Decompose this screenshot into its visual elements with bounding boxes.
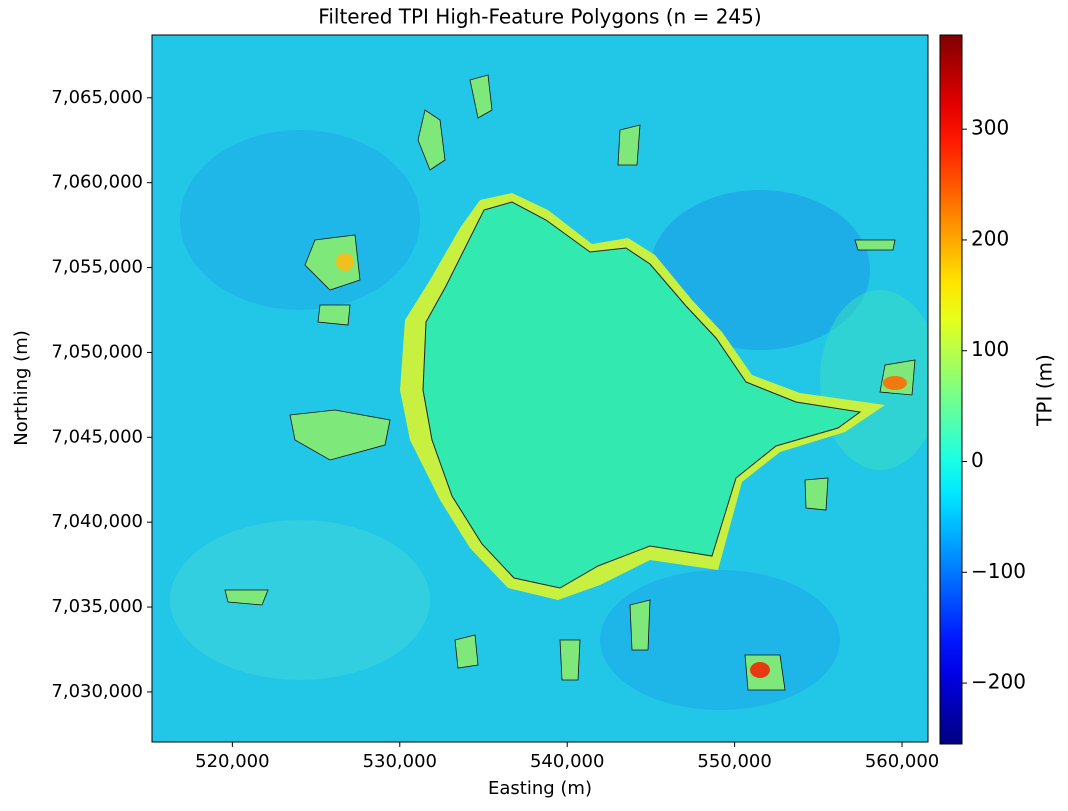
x-tick-label: 550,000 xyxy=(697,751,771,772)
x-tick-label: 560,000 xyxy=(865,751,939,772)
chart-title: Filtered TPI High-Feature Polygons (n = … xyxy=(318,5,761,29)
y-tick-label: 7,055,000 xyxy=(51,257,143,278)
heatmap-image xyxy=(152,35,928,742)
x-tick-label: 530,000 xyxy=(363,751,437,772)
plot-frame xyxy=(151,34,929,743)
colorbar xyxy=(939,34,963,745)
colorbar-tick-label: 0 xyxy=(971,448,984,472)
y-tick-label: 7,045,000 xyxy=(51,426,143,447)
y-tick-label: 7,030,000 xyxy=(51,681,143,702)
colorbar-tick-label: 200 xyxy=(971,226,1009,250)
y-tick-label: 7,035,000 xyxy=(51,596,143,617)
y-axis-label: Northing (m) xyxy=(11,330,32,445)
x-tick-label: 540,000 xyxy=(530,751,604,772)
x-axis-label: Easting (m) xyxy=(488,778,592,799)
y-tick-label: 7,040,000 xyxy=(51,511,143,532)
colorbar-tick-label: −100 xyxy=(971,559,1026,583)
y-tick-label: 7,065,000 xyxy=(51,87,143,108)
x-tick-label: 520,000 xyxy=(195,751,269,772)
y-tick-label: 7,060,000 xyxy=(51,172,143,193)
colorbar-label: TPI (m) xyxy=(1033,354,1057,427)
y-tick-label: 7,050,000 xyxy=(51,341,143,362)
colorbar-tick-label: 300 xyxy=(971,116,1009,140)
colorbar-tick-label: 100 xyxy=(971,337,1009,361)
colorbar-tick-label: −200 xyxy=(971,670,1026,694)
